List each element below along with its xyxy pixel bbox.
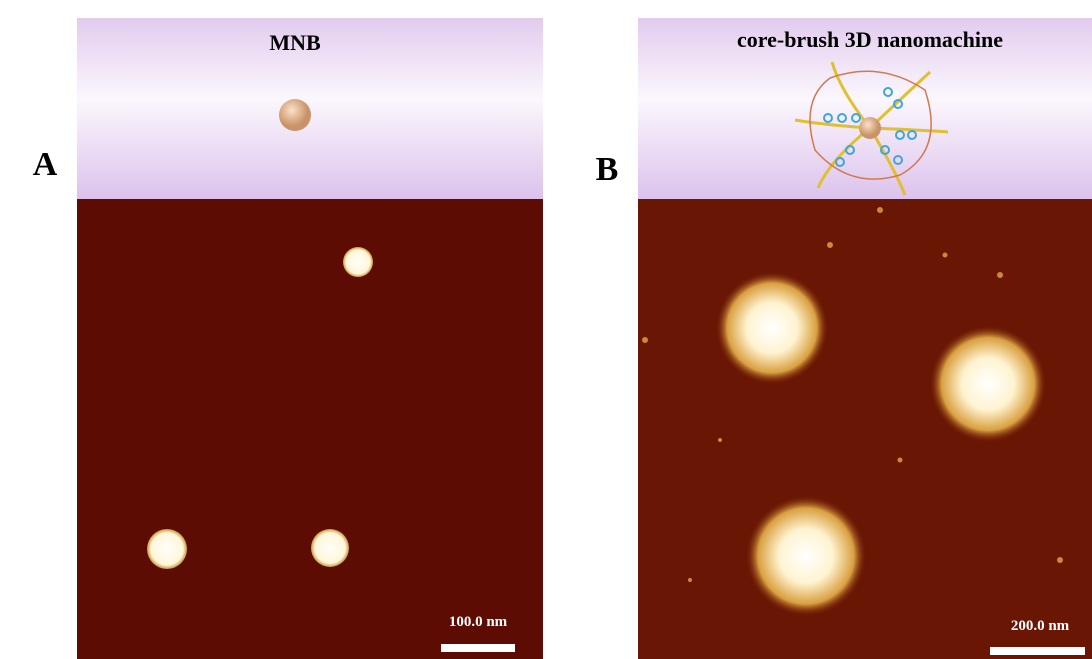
- panel-label: A: [33, 146, 58, 183]
- particle: [311, 529, 349, 567]
- particle: [343, 247, 373, 277]
- figure: A MNB 100.0 nm B core-brush 3D nanomachi…: [0, 0, 1092, 659]
- scale-bar-label: 200.0 nm: [1011, 618, 1070, 634]
- scale-bar: [990, 647, 1085, 655]
- particle: [716, 272, 828, 384]
- panel-title: core-brush 3D nanomachine: [737, 27, 1003, 52]
- afm-image: [77, 199, 543, 659]
- scale-bar-label: 100.0 nm: [449, 614, 508, 630]
- particle: [746, 496, 866, 616]
- particle: [930, 326, 1046, 442]
- panel-title: MNB: [269, 30, 321, 55]
- sphere-icon: [859, 117, 881, 139]
- particle: [147, 529, 187, 569]
- scale-bar: [441, 644, 515, 652]
- sphere-icon: [279, 99, 311, 131]
- panel-label: B: [596, 151, 619, 188]
